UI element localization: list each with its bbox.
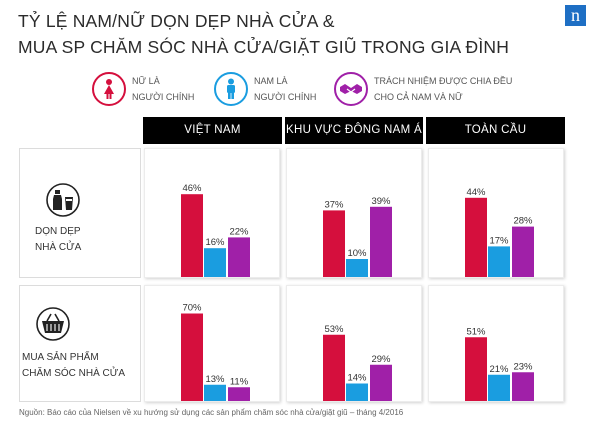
bar-value-label: 17% — [489, 235, 509, 246]
bar-value-label: 37% — [324, 199, 344, 210]
panel-shopping-southeast-asia: 53% 14% 29% — [286, 285, 422, 402]
bar — [181, 194, 203, 277]
bar-value-label: 10% — [347, 248, 367, 259]
bar — [512, 226, 534, 277]
bar-value-label: 44% — [466, 187, 486, 198]
chart-title-line1: TỶ LỆ NAM/NỮ DỌN DẸP NHÀ CỬA & — [18, 11, 335, 31]
row-label-line2: CHĂM SÓC NHÀ CỬA — [22, 368, 125, 379]
nielsen-logo: n — [565, 5, 586, 26]
bar — [488, 246, 510, 277]
handshake-icon — [334, 72, 368, 106]
male-icon — [214, 72, 248, 106]
shopping-basket-icon — [35, 306, 71, 342]
chart-title-line2: MUA SP CHĂM SÓC NHÀ CỬA/GIẶT GIŨ TRONG G… — [18, 37, 510, 57]
female-icon — [92, 72, 126, 106]
bar — [323, 210, 345, 277]
bar-value-label: 14% — [347, 373, 367, 384]
bar-chart-panel: 37% 10% 39% — [323, 196, 392, 277]
bar — [181, 313, 203, 401]
bar — [346, 259, 368, 277]
bar-value-label: 39% — [371, 196, 391, 207]
row-label-cleaning: DỌN DẸP NHÀ CỬA — [19, 148, 141, 278]
bar-value-label: 16% — [205, 237, 225, 248]
bar — [465, 197, 487, 277]
region-header-southeast-asia: KHU VỰC ĐÔNG NAM Á — [285, 117, 423, 144]
panel-cleaning-vietnam: 46% 16% 22% — [144, 148, 280, 278]
bar-value-label: 11% — [230, 376, 249, 387]
region-header-global: TOÀN CẦU — [426, 117, 565, 144]
bar — [228, 237, 250, 277]
bar-value-label: 70% — [182, 303, 202, 314]
bar-chart-panel: 70% 13% 11% — [181, 303, 250, 401]
bar-chart-panel: 51% 21% 23% — [465, 326, 534, 401]
bar — [370, 206, 392, 277]
bar-chart-panel: 53% 14% 29% — [323, 324, 392, 401]
row-label-shopping: MUA SẢN PHẨM CHĂM SÓC NHÀ CỬA — [19, 285, 141, 402]
row-label-line1: DỌN DẸP — [35, 226, 81, 237]
bar — [488, 374, 510, 401]
row-label-line1: MUA SẢN PHẨM — [22, 352, 99, 363]
panel-shopping-vietnam: 70% 13% 11% — [144, 285, 280, 402]
legend-label-line2: NGƯỜI CHÍNH — [254, 92, 317, 102]
bar — [323, 334, 345, 401]
bar-value-label: 29% — [371, 354, 391, 365]
bar — [346, 383, 368, 401]
bar — [204, 384, 226, 401]
bar-value-label: 28% — [513, 216, 533, 227]
region-header-vietnam: VIỆT NAM — [143, 117, 282, 144]
cleaning-bottles-icon — [46, 183, 82, 217]
bar-value-label: 51% — [466, 326, 486, 337]
bar — [204, 248, 226, 277]
row-label-line2: NHÀ CỬA — [35, 242, 82, 253]
bar-chart-panel: 46% 16% 22% — [181, 183, 250, 277]
bar-chart-panel: 44% 17% 28% — [465, 187, 534, 277]
bar-value-label: 13% — [205, 374, 225, 385]
legend-label-line1: NỮ LÀ — [132, 76, 160, 86]
source-note: Nguồn: Báo cáo của Nielsen về xu hướng s… — [19, 408, 404, 417]
bar-value-label: 53% — [324, 324, 344, 335]
bar — [370, 364, 392, 401]
bar-value-label: 46% — [182, 183, 202, 194]
legend-label-line2: NGƯỜI CHÍNH — [132, 92, 195, 102]
panel-shopping-global: 51% 21% 23% — [428, 285, 564, 402]
bar-value-label: 22% — [229, 226, 249, 237]
bar — [465, 337, 487, 401]
bar-value-label: 23% — [513, 361, 533, 372]
legend-label-line2: CHO CẢ NAM VÀ NỮ — [374, 92, 463, 102]
bar — [228, 387, 250, 401]
panel-cleaning-southeast-asia: 37% 10% 39% — [286, 148, 422, 278]
legend-label-line1: TRÁCH NHIỆM ĐƯỢC CHIA ĐỀU — [374, 76, 513, 86]
bar-value-label: 21% — [489, 364, 509, 375]
bar — [512, 372, 534, 401]
legend-label-line1: NAM LÀ — [254, 76, 288, 86]
panel-cleaning-global: 44% 17% 28% — [428, 148, 564, 278]
